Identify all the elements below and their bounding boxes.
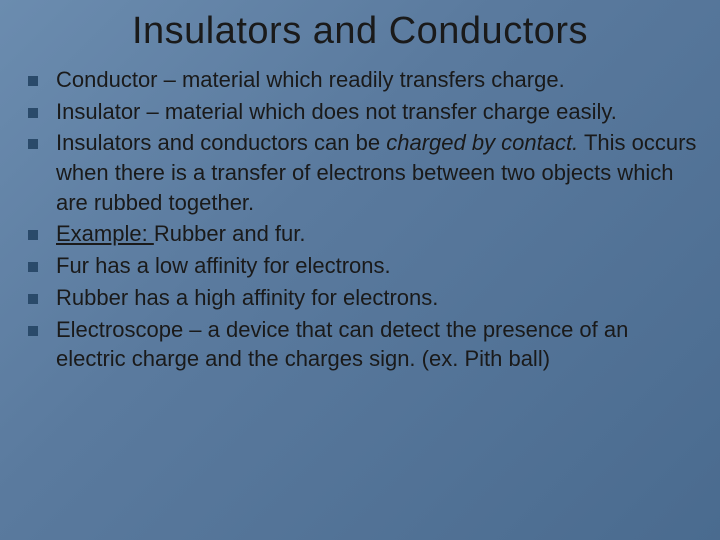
- bullet-text: Fur has a low affinity for electrons.: [56, 251, 700, 281]
- bullet-marker-icon: [28, 76, 38, 86]
- slide-content: Conductor – material which readily trans…: [20, 65, 700, 374]
- bullet-item: Electroscope – a device that can detect …: [28, 315, 700, 374]
- bullet-text: Insulators and conductors can be charged…: [56, 128, 700, 217]
- bullet-italic: charged by contact.: [386, 130, 578, 155]
- bullet-item: Rubber has a high affinity for electrons…: [28, 283, 700, 313]
- bullet-text: Example: Rubber and fur.: [56, 219, 700, 249]
- bullet-marker-icon: [28, 294, 38, 304]
- bullet-item: Fur has a low affinity for electrons.: [28, 251, 700, 281]
- bullet-item: Insulators and conductors can be charged…: [28, 128, 700, 217]
- bullet-underline: Example:: [56, 221, 154, 246]
- bullet-marker-icon: [28, 262, 38, 272]
- bullet-marker-icon: [28, 230, 38, 240]
- slide-title: Insulators and Conductors: [20, 10, 700, 53]
- bullet-marker-icon: [28, 139, 38, 149]
- slide-container: Insulators and Conductors Conductor – ma…: [0, 0, 720, 540]
- bullet-text: Rubber has a high affinity for electrons…: [56, 283, 700, 313]
- bullet-text: Electroscope – a device that can detect …: [56, 315, 700, 374]
- bullet-marker-icon: [28, 326, 38, 336]
- bullet-text: Insulator – material which does not tran…: [56, 97, 700, 127]
- bullet-prefix: Insulators and conductors can be: [56, 130, 386, 155]
- bullet-item: Insulator – material which does not tran…: [28, 97, 700, 127]
- bullet-suffix: Rubber and fur.: [154, 221, 306, 246]
- bullet-item: Conductor – material which readily trans…: [28, 65, 700, 95]
- bullet-item: Example: Rubber and fur.: [28, 219, 700, 249]
- bullet-text: Conductor – material which readily trans…: [56, 65, 700, 95]
- bullet-marker-icon: [28, 108, 38, 118]
